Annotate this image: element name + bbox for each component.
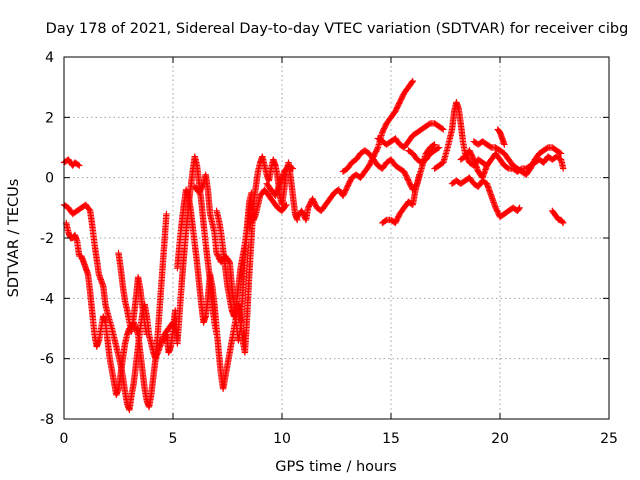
data-point	[515, 205, 523, 212]
data-point	[416, 171, 423, 178]
data-point	[409, 77, 416, 85]
data-point	[560, 219, 567, 227]
y-tick-label: -8	[40, 412, 54, 428]
y-axis-label: SDTVAR / TECUs	[6, 179, 22, 298]
y-tick-label: -6	[40, 352, 54, 368]
data-points	[60, 77, 567, 414]
data-point	[374, 145, 381, 152]
x-tick-label: 25	[600, 431, 618, 447]
chart-title: Day 178 of 2021, Sidereal Day-to-day VTE…	[46, 21, 629, 37]
data-point	[439, 125, 446, 132]
data-point	[282, 202, 289, 210]
y-tick-label: 4	[45, 50, 54, 66]
data-point	[501, 141, 508, 148]
data-point	[559, 218, 566, 226]
data-point	[76, 162, 83, 169]
data-point	[283, 201, 290, 208]
data-point	[483, 162, 491, 169]
data-point	[288, 164, 295, 172]
data-point	[289, 165, 297, 172]
y-tick-label: -4	[40, 291, 54, 307]
data-point	[560, 165, 567, 172]
x-tick-label: 10	[273, 431, 291, 447]
data-point	[143, 331, 150, 338]
data-point	[557, 150, 565, 157]
data-point	[75, 161, 82, 168]
y-tick-label: -2	[40, 231, 54, 247]
data-point	[440, 126, 447, 133]
axis-ticks	[63, 56, 610, 420]
data-point	[408, 78, 416, 86]
y-tick-label: 2	[45, 110, 54, 126]
x-tick-label: 5	[169, 431, 178, 447]
x-tick-label: 0	[60, 431, 69, 447]
data-point	[430, 142, 437, 149]
data-point	[86, 206, 93, 213]
data-point	[556, 149, 564, 156]
y-tick-label: 0	[45, 171, 54, 187]
x-axis-label: GPS time / hours	[275, 459, 396, 475]
data-point	[431, 141, 438, 148]
data-point	[163, 210, 170, 218]
data-point	[248, 189, 255, 196]
x-tick-label: 20	[491, 431, 509, 447]
x-tick-labels: 0 5 10 15 20 25	[60, 431, 618, 447]
y-tick-labels: -8 -6 -4 -2 0 2 4	[40, 50, 54, 428]
x-tick-label: 15	[382, 431, 400, 447]
data-point	[434, 145, 442, 152]
data-point	[435, 144, 443, 151]
data-point	[516, 204, 523, 211]
grid-lines	[64, 57, 609, 419]
